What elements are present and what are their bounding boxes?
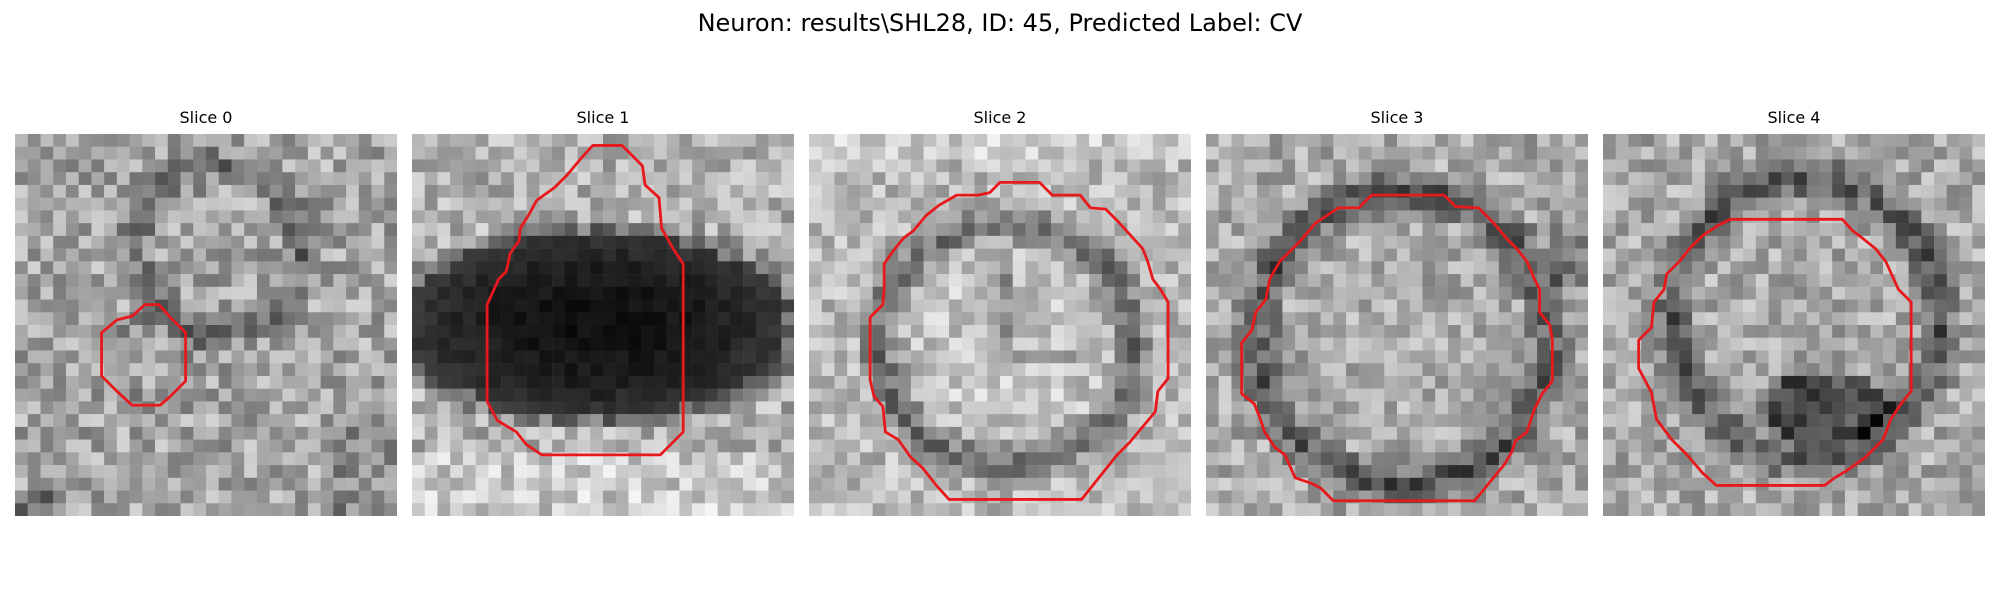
slice-title-2: Slice 2 (973, 108, 1027, 127)
slice-pixels-0 (15, 134, 397, 516)
contour-outline-0 (100, 303, 188, 407)
slice-panel-3: Slice 3 (1206, 108, 1588, 516)
slice-title-4: Slice 4 (1767, 108, 1821, 127)
slice-panel-2: Slice 2 (809, 108, 1191, 516)
slice-pixels-3 (1206, 134, 1588, 516)
figure-title: Neuron: results\SHL28, ID: 45, Predicted… (697, 9, 1303, 37)
slice-title-1: Slice 1 (576, 108, 630, 127)
slice-image-1 (412, 134, 794, 516)
slice-pixels-4 (1603, 134, 1985, 516)
slice-title-3: Slice 3 (1370, 108, 1424, 127)
slice-panel-0: Slice 0 (15, 108, 397, 516)
contour-outline-1 (485, 144, 685, 457)
contour-outline-2 (868, 180, 1170, 501)
slice-image-4 (1603, 134, 1985, 516)
slice-title-0: Slice 0 (179, 108, 233, 127)
slice-pixels-2 (809, 134, 1191, 516)
contour-outline-4 (1637, 217, 1913, 487)
slice-image-3 (1206, 134, 1588, 516)
slice-image-0 (15, 134, 397, 516)
slice-panel-1: Slice 1 (412, 108, 794, 516)
contour-outline-3 (1240, 193, 1554, 503)
slice-image-2 (809, 134, 1191, 516)
slice-panel-4: Slice 4 (1603, 108, 1985, 516)
slice-pixels-1 (412, 134, 794, 516)
